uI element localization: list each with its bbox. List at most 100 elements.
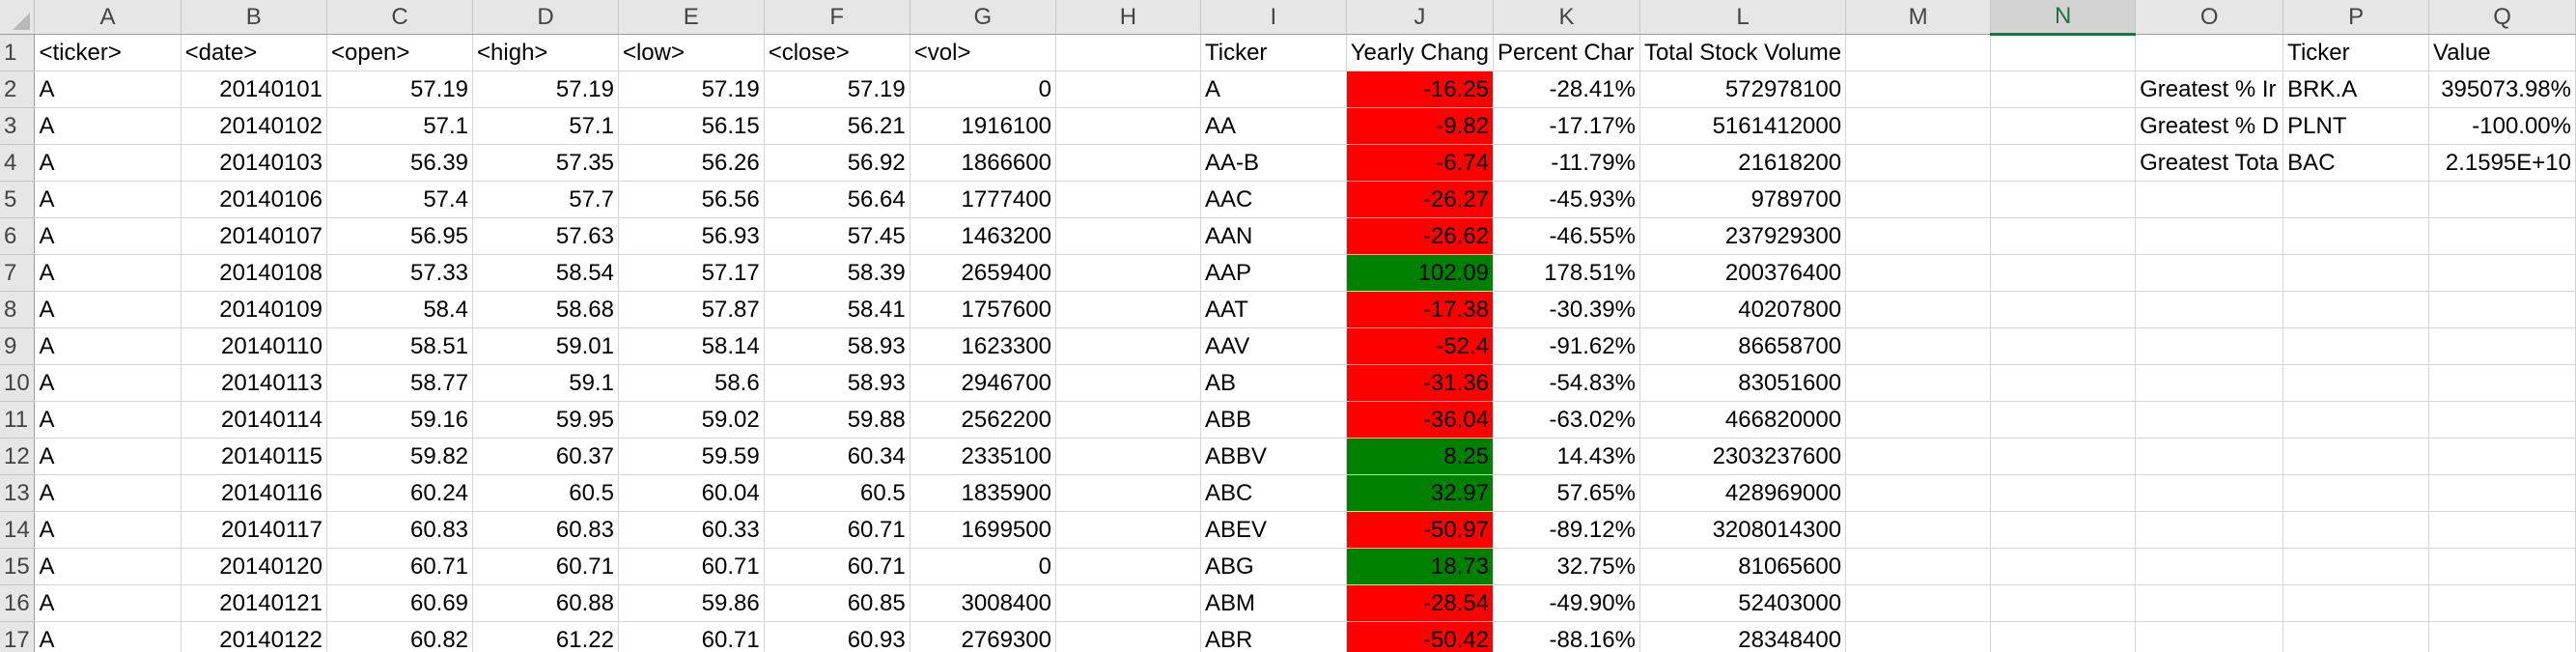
cell-l-1[interactable]: Total Stock Volume: [1639, 34, 1847, 71]
cell-p-2[interactable]: BRK.A: [2282, 71, 2430, 108]
cell-j-17[interactable]: -50.42: [1346, 621, 1494, 652]
cell-q-3[interactable]: -100.00%: [2428, 107, 2576, 145]
cell-l-17[interactable]: 28348400: [1639, 621, 1847, 652]
cell-a-13[interactable]: A: [34, 474, 182, 512]
cell-l-9[interactable]: 86658700: [1639, 327, 1847, 365]
cell-b-1[interactable]: <date>: [181, 34, 328, 71]
cell-a-9[interactable]: A: [34, 327, 182, 365]
cell-j-1[interactable]: Yearly Chang: [1346, 34, 1494, 71]
cell-j-12[interactable]: 8.25: [1346, 438, 1494, 475]
cell-g-4[interactable]: 1866600: [910, 144, 1056, 182]
row-header-15[interactable]: 15: [0, 548, 36, 585]
cell-h-15[interactable]: [1055, 548, 1201, 585]
cell-k-4[interactable]: -11.79%: [1493, 144, 1640, 182]
cell-c-4[interactable]: 56.39: [326, 144, 474, 182]
column-header-j[interactable]: J: [1346, 0, 1494, 35]
cell-c-10[interactable]: 58.77: [326, 364, 474, 402]
cell-i-4[interactable]: AA-B: [1200, 144, 1347, 182]
cell-m-12[interactable]: [1845, 438, 1992, 475]
cell-o-6[interactable]: [2135, 217, 2284, 255]
cell-o-4[interactable]: Greatest Tota: [2135, 144, 2284, 182]
cell-a-6[interactable]: A: [34, 217, 182, 255]
cell-e-10[interactable]: 58.6: [618, 364, 765, 402]
cell-c-8[interactable]: 58.4: [326, 291, 474, 328]
cell-n-3[interactable]: [1990, 107, 2137, 145]
cell-d-5[interactable]: 57.7: [472, 181, 619, 218]
row-header-14[interactable]: 14: [0, 511, 36, 549]
cell-h-6[interactable]: [1055, 217, 1201, 255]
cell-p-17[interactable]: [2282, 621, 2430, 652]
column-header-e[interactable]: E: [618, 0, 765, 35]
cell-a-4[interactable]: A: [34, 144, 182, 182]
cell-k-1[interactable]: Percent Char: [1493, 34, 1640, 71]
cell-g-1[interactable]: <vol>: [910, 34, 1056, 71]
cell-b-9[interactable]: 20140110: [181, 327, 328, 365]
cell-k-5[interactable]: -45.93%: [1493, 181, 1640, 218]
select-all-corner[interactable]: [0, 0, 36, 35]
cell-a-12[interactable]: A: [34, 438, 182, 475]
row-header-5[interactable]: 5: [0, 181, 36, 218]
row-header-13[interactable]: 13: [0, 474, 36, 512]
cell-e-14[interactable]: 60.33: [618, 511, 765, 549]
cell-h-14[interactable]: [1055, 511, 1201, 549]
cell-k-6[interactable]: -46.55%: [1493, 217, 1640, 255]
cell-i-12[interactable]: ABBV: [1200, 438, 1347, 475]
cell-d-7[interactable]: 58.54: [472, 254, 619, 292]
cell-p-15[interactable]: [2282, 548, 2430, 585]
cell-h-4[interactable]: [1055, 144, 1201, 182]
cell-p-12[interactable]: [2282, 438, 2430, 475]
cell-f-8[interactable]: 58.41: [764, 291, 910, 328]
cell-h-9[interactable]: [1055, 327, 1201, 365]
cell-m-2[interactable]: [1845, 71, 1992, 108]
cell-q-17[interactable]: [2428, 621, 2576, 652]
cell-m-9[interactable]: [1845, 327, 1992, 365]
cell-o-7[interactable]: [2135, 254, 2284, 292]
cell-a-2[interactable]: A: [34, 71, 182, 108]
cell-d-11[interactable]: 59.95: [472, 401, 619, 439]
cell-n-11[interactable]: [1990, 401, 2137, 439]
cell-p-5[interactable]: [2282, 181, 2430, 218]
cell-p-4[interactable]: BAC: [2282, 144, 2430, 182]
cell-n-17[interactable]: [1990, 621, 2137, 652]
cell-b-7[interactable]: 20140108: [181, 254, 328, 292]
column-header-m[interactable]: M: [1845, 0, 1992, 35]
cell-i-13[interactable]: ABC: [1200, 474, 1347, 512]
cell-l-16[interactable]: 52403000: [1639, 584, 1847, 622]
cell-p-14[interactable]: [2282, 511, 2430, 549]
column-header-g[interactable]: G: [910, 0, 1056, 35]
cell-j-4[interactable]: -6.74: [1346, 144, 1494, 182]
cell-p-13[interactable]: [2282, 474, 2430, 512]
cell-c-9[interactable]: 58.51: [326, 327, 474, 365]
cell-n-6[interactable]: [1990, 217, 2137, 255]
row-header-2[interactable]: 2: [0, 71, 36, 108]
cell-d-1[interactable]: <high>: [472, 34, 619, 71]
row-header-17[interactable]: 17: [0, 621, 36, 652]
cell-l-5[interactable]: 9789700: [1639, 181, 1847, 218]
row-header-6[interactable]: 6: [0, 217, 36, 255]
column-header-c[interactable]: C: [326, 0, 474, 35]
cell-q-7[interactable]: [2428, 254, 2576, 292]
cell-k-9[interactable]: -91.62%: [1493, 327, 1640, 365]
cell-e-16[interactable]: 59.86: [618, 584, 765, 622]
cell-h-16[interactable]: [1055, 584, 1201, 622]
cell-a-5[interactable]: A: [34, 181, 182, 218]
column-header-i[interactable]: I: [1200, 0, 1347, 35]
cell-d-13[interactable]: 60.5: [472, 474, 619, 512]
cell-c-12[interactable]: 59.82: [326, 438, 474, 475]
cell-i-9[interactable]: AAV: [1200, 327, 1347, 365]
cell-e-7[interactable]: 57.17: [618, 254, 765, 292]
cell-o-9[interactable]: [2135, 327, 2284, 365]
cell-i-6[interactable]: AAN: [1200, 217, 1347, 255]
cell-d-15[interactable]: 60.71: [472, 548, 619, 585]
cell-g-13[interactable]: 1835900: [910, 474, 1056, 512]
cell-h-17[interactable]: [1055, 621, 1201, 652]
cell-p-6[interactable]: [2282, 217, 2430, 255]
cell-f-16[interactable]: 60.85: [764, 584, 910, 622]
cell-q-5[interactable]: [2428, 181, 2576, 218]
cell-l-13[interactable]: 428969000: [1639, 474, 1847, 512]
cell-p-9[interactable]: [2282, 327, 2430, 365]
cell-d-6[interactable]: 57.63: [472, 217, 619, 255]
cell-f-2[interactable]: 57.19: [764, 71, 910, 108]
cell-o-12[interactable]: [2135, 438, 2284, 475]
cell-n-13[interactable]: [1990, 474, 2137, 512]
